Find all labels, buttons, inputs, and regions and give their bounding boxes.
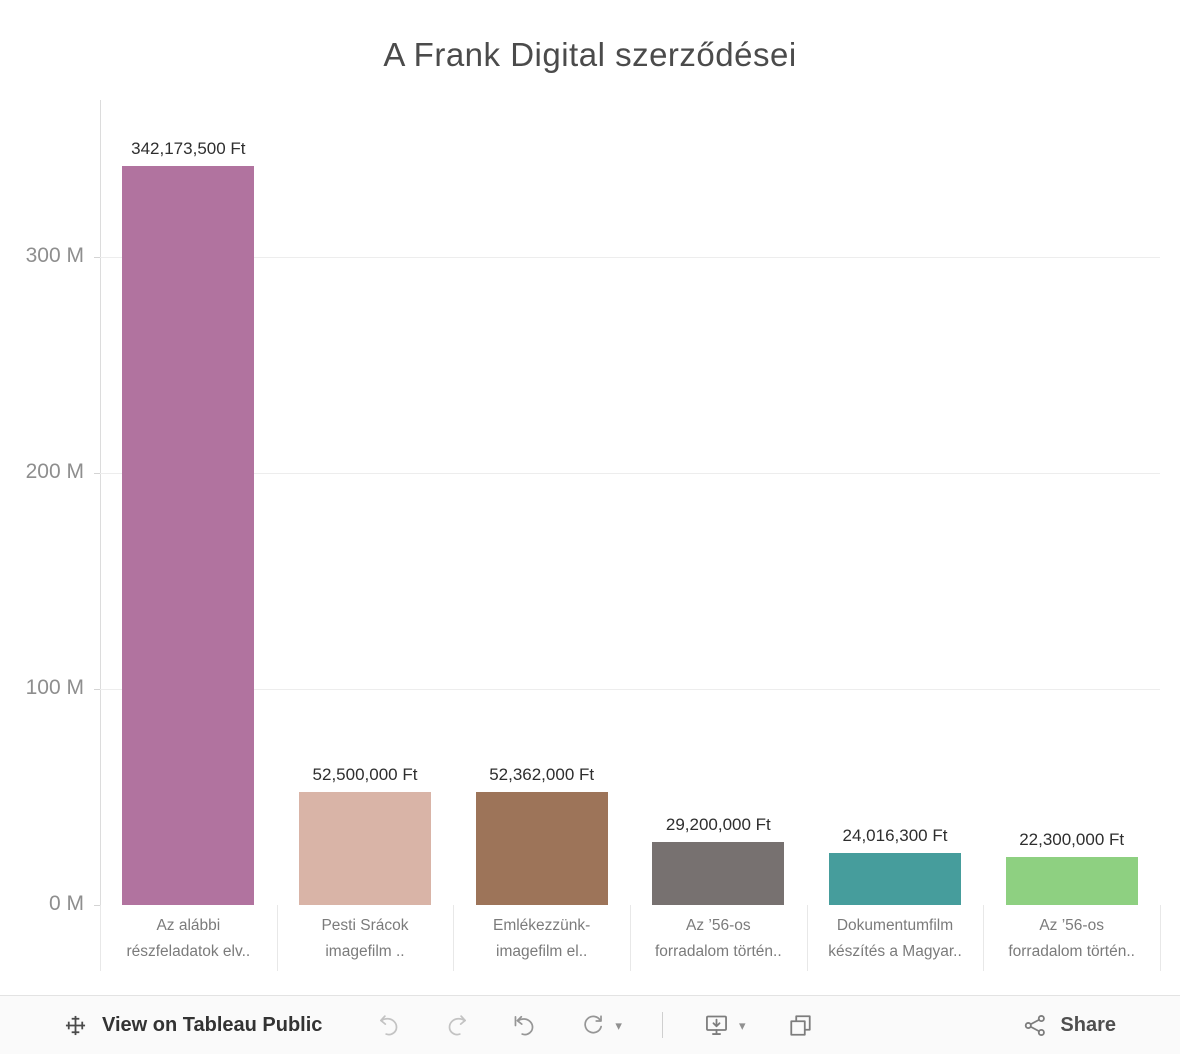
gridline bbox=[100, 257, 1160, 258]
category-label-line: Az alábbi bbox=[156, 917, 221, 934]
column-divider bbox=[806, 905, 808, 971]
reset-button[interactable] bbox=[504, 1008, 546, 1042]
undo-icon bbox=[376, 1012, 402, 1038]
bar-value-label: 24,016,300 Ft bbox=[842, 826, 948, 846]
chart-title: A Frank Digital szerződései bbox=[383, 36, 797, 73]
y-axis-line bbox=[100, 100, 101, 905]
chevron-down-icon: ▾ bbox=[615, 1017, 622, 1033]
download-button[interactable]: ▾ bbox=[695, 1008, 754, 1043]
category-label: Az ’56-os forradalom történ.. bbox=[630, 913, 807, 965]
gridline bbox=[100, 689, 1160, 690]
y-axis-tick bbox=[94, 689, 100, 690]
column-divider bbox=[276, 905, 278, 971]
reset-icon bbox=[512, 1012, 538, 1038]
bar-chart: 0 M 100 M 200 M 300 M 342,173,500 Ft Az alább… bbox=[25, 100, 1161, 971]
chevron-down-icon: ▾ bbox=[738, 1017, 746, 1033]
refresh-button[interactable]: ▾ bbox=[572, 1008, 630, 1042]
bar[interactable] bbox=[829, 853, 961, 905]
refresh-icon bbox=[580, 1012, 606, 1038]
share-button[interactable]: Share bbox=[1022, 1012, 1116, 1039]
undo-button[interactable] bbox=[368, 1008, 410, 1042]
category-label-line: Pesti Srácok bbox=[321, 917, 409, 934]
y-axis-tick bbox=[94, 257, 100, 258]
fullscreen-button[interactable] bbox=[779, 1008, 822, 1043]
bar-value-label: 29,200,000 Ft bbox=[665, 814, 771, 834]
column-divider bbox=[100, 905, 101, 971]
tableau-toolbar: View on Tableau Public bbox=[0, 995, 1180, 1054]
y-axis-tick-label: 100 M bbox=[25, 676, 84, 699]
category-label-line: Az ’56-os bbox=[686, 917, 751, 934]
y-axis-tick-label: 300 M bbox=[25, 244, 84, 267]
download-icon bbox=[703, 1012, 730, 1039]
toolbar-divider bbox=[661, 1012, 663, 1038]
category-label-line: imagefilm .. bbox=[325, 943, 405, 960]
column-divider bbox=[453, 905, 455, 971]
redo-button[interactable] bbox=[436, 1008, 478, 1042]
category-label: Az alábbi részfeladatok elv.. bbox=[100, 913, 277, 965]
view-on-tableau-public-link[interactable]: View on Tableau Public bbox=[62, 1012, 322, 1039]
category-label-line: Dokumentumfilm bbox=[836, 917, 954, 934]
category-label: Pesti Srácok imagefilm .. bbox=[277, 913, 454, 965]
redo-icon bbox=[444, 1012, 470, 1038]
category-label-line: részfeladatok elv.. bbox=[126, 943, 251, 960]
column-divider bbox=[983, 905, 985, 971]
category-label-line: imagefilm el.. bbox=[496, 943, 588, 960]
share-icon bbox=[1022, 1012, 1049, 1039]
toolbar-actions: ▾ ▾ bbox=[368, 1008, 822, 1043]
tableau-logo-icon bbox=[62, 1012, 89, 1039]
column-divider bbox=[630, 905, 631, 971]
category-label: Dokumentumfilm készítés a Magyar.. bbox=[807, 913, 984, 965]
bar[interactable] bbox=[475, 791, 608, 905]
gridline bbox=[100, 473, 1160, 474]
category-label-line: Az ’56-os bbox=[1039, 917, 1104, 934]
share-label: Share bbox=[1060, 1013, 1116, 1036]
bar-value-label: 342,173,500 Ft bbox=[131, 138, 246, 158]
y-axis-tick bbox=[94, 905, 100, 906]
category-label-line: forradalom történ.. bbox=[655, 943, 782, 960]
view-on-tableau-public-label: View on Tableau Public bbox=[102, 1013, 323, 1036]
category-label: Emlékezzünk-imagefilm el.. bbox=[453, 913, 630, 965]
bar[interactable] bbox=[1005, 856, 1138, 905]
y-axis-tick bbox=[94, 473, 100, 474]
y-axis-tick-label: 200 M bbox=[25, 460, 84, 483]
bar-value-label: 22,300,000 Ft bbox=[1019, 829, 1125, 849]
category-label-line: készítés a Magyar.. bbox=[828, 943, 962, 960]
fullscreen-icon bbox=[787, 1012, 814, 1039]
bar[interactable] bbox=[299, 791, 431, 905]
category-label-line: Emlékezzünk- bbox=[492, 917, 591, 934]
category-label: Az ’56-os forradalom történ.. bbox=[983, 913, 1160, 965]
column-divider bbox=[1160, 905, 1161, 971]
bar[interactable] bbox=[652, 841, 785, 905]
y-axis-tick-label: 0 M bbox=[48, 892, 84, 915]
bar-value-label: 52,500,000 Ft bbox=[312, 764, 418, 784]
bar-value-label: 52,362,000 Ft bbox=[489, 764, 595, 784]
category-label-line: forradalom történ.. bbox=[1008, 943, 1135, 960]
bar[interactable] bbox=[122, 165, 255, 905]
